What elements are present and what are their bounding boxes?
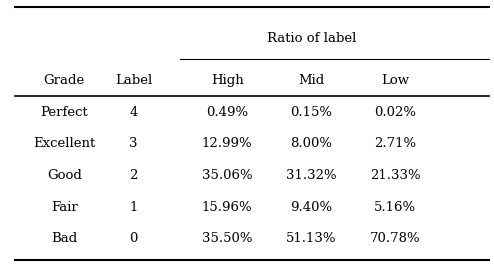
Text: 5.16%: 5.16% [374, 201, 416, 214]
Text: 1: 1 [129, 201, 137, 214]
Text: 2: 2 [129, 169, 137, 182]
Text: 0.49%: 0.49% [206, 106, 248, 119]
Text: 4: 4 [129, 106, 137, 119]
Text: Perfect: Perfect [41, 106, 88, 119]
Text: Grade: Grade [43, 74, 85, 87]
Text: 21.33%: 21.33% [370, 169, 420, 182]
Text: 3: 3 [129, 137, 138, 150]
Text: 31.32%: 31.32% [286, 169, 336, 182]
Text: 35.06%: 35.06% [202, 169, 252, 182]
Text: 12.99%: 12.99% [202, 137, 252, 150]
Text: Mid: Mid [298, 74, 325, 87]
Text: Good: Good [47, 169, 82, 182]
Text: 0.02%: 0.02% [374, 106, 416, 119]
Text: 2.71%: 2.71% [374, 137, 416, 150]
Text: Label: Label [115, 74, 152, 87]
Text: 35.50%: 35.50% [202, 232, 252, 246]
Text: 8.00%: 8.00% [290, 137, 332, 150]
Text: 51.13%: 51.13% [286, 232, 336, 246]
Text: High: High [211, 74, 244, 87]
Text: 0: 0 [129, 232, 137, 246]
Text: Low: Low [381, 74, 409, 87]
Text: Ratio of label: Ratio of label [267, 32, 356, 45]
Text: 9.40%: 9.40% [290, 201, 332, 214]
Text: 0.15%: 0.15% [290, 106, 332, 119]
Text: Fair: Fair [51, 201, 78, 214]
Text: 70.78%: 70.78% [370, 232, 420, 246]
Text: Excellent: Excellent [33, 137, 95, 150]
Text: Bad: Bad [51, 232, 78, 246]
Text: 15.96%: 15.96% [202, 201, 252, 214]
